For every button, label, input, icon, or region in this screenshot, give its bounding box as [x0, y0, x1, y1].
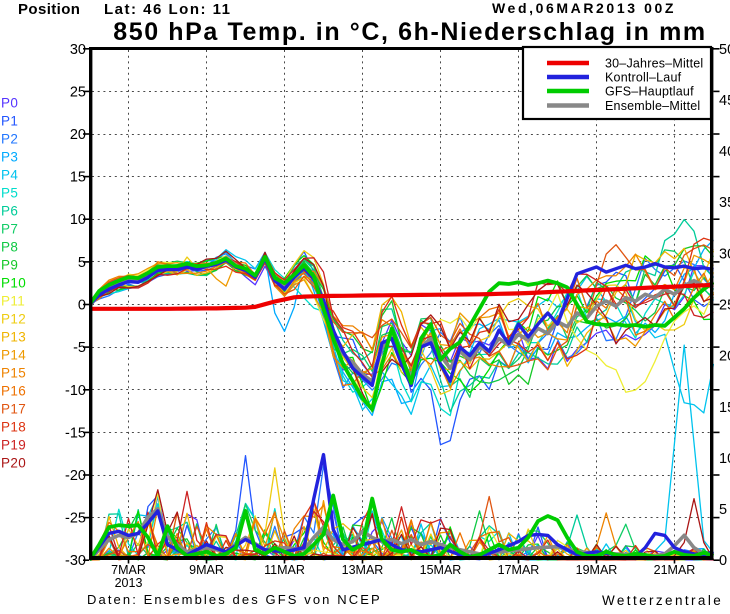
svg-text:17MAR: 17MAR	[498, 563, 540, 577]
svg-text:GFS–Hauptlauf: GFS–Hauptlauf	[605, 85, 694, 99]
svg-text:15MAR: 15MAR	[420, 563, 462, 577]
svg-text:Daten: Ensembles des GFS von N: Daten: Ensembles des GFS von NCEP	[87, 592, 382, 607]
svg-text:25: 25	[719, 298, 730, 314]
svg-text:-15: -15	[65, 425, 86, 441]
svg-text:P15: P15	[1, 366, 26, 381]
svg-text:P7: P7	[1, 222, 18, 237]
svg-text:P18: P18	[1, 420, 26, 435]
svg-text:5: 5	[719, 502, 727, 518]
svg-text:50: 50	[719, 42, 730, 58]
svg-text:Wed,06MAR2013 00Z: Wed,06MAR2013 00Z	[492, 0, 676, 16]
svg-text:-20: -20	[65, 468, 86, 484]
svg-text:30–Jahres–Mittel: 30–Jahres–Mittel	[605, 57, 703, 71]
svg-text:Wetterzentrale: Wetterzentrale	[602, 593, 723, 608]
svg-text:P14: P14	[1, 348, 26, 363]
svg-text:P5: P5	[1, 186, 18, 201]
svg-text:P1: P1	[1, 114, 18, 129]
svg-text:30: 30	[719, 246, 730, 262]
svg-text:30: 30	[70, 42, 86, 58]
svg-text:P3: P3	[1, 150, 18, 165]
svg-text:Kontroll–Lauf: Kontroll–Lauf	[605, 71, 682, 85]
svg-text:21MAR: 21MAR	[654, 563, 696, 577]
svg-text:20: 20	[719, 349, 730, 365]
svg-text:P6: P6	[1, 204, 18, 219]
svg-text:40: 40	[719, 144, 730, 160]
svg-text:P20: P20	[1, 456, 26, 471]
svg-text:P0: P0	[1, 96, 18, 111]
svg-text:Lat: 46 Lon: 11: Lat: 46 Lon: 11	[104, 1, 232, 18]
svg-text:10: 10	[70, 212, 86, 228]
svg-text:P16: P16	[1, 384, 26, 399]
svg-text:P13: P13	[1, 330, 26, 345]
svg-text:-10: -10	[65, 383, 86, 399]
svg-text:P9: P9	[1, 258, 18, 273]
svg-text:15: 15	[70, 170, 86, 186]
svg-text:-30: -30	[65, 553, 86, 569]
svg-text:10: 10	[719, 451, 730, 467]
svg-text:P4: P4	[1, 168, 18, 183]
svg-text:Position: Position	[18, 1, 80, 18]
svg-text:P17: P17	[1, 402, 26, 417]
svg-text:2013: 2013	[115, 576, 143, 590]
svg-text:11MAR: 11MAR	[264, 563, 305, 577]
svg-text:15: 15	[719, 400, 730, 416]
svg-text:9MAR: 9MAR	[189, 563, 224, 577]
svg-text:7MAR: 7MAR	[111, 563, 146, 577]
svg-text:P11: P11	[1, 294, 25, 309]
svg-text:Ensemble–Mittel: Ensemble–Mittel	[605, 99, 700, 113]
svg-text:P8: P8	[1, 240, 18, 255]
svg-text:P2: P2	[1, 132, 18, 147]
svg-text:35: 35	[719, 195, 730, 211]
svg-text:P10: P10	[1, 276, 26, 291]
svg-text:19MAR: 19MAR	[576, 563, 618, 577]
svg-text:-25: -25	[65, 511, 86, 527]
svg-text:P12: P12	[1, 312, 26, 327]
svg-text:850 hPa Temp. in °C, 6h-Nieder: 850 hPa Temp. in °C, 6h-Niederschlag in …	[113, 18, 707, 46]
svg-text:-5: -5	[73, 340, 86, 356]
svg-text:20: 20	[70, 127, 86, 143]
svg-text:45: 45	[719, 93, 730, 109]
svg-text:13MAR: 13MAR	[342, 563, 384, 577]
svg-text:5: 5	[78, 255, 86, 271]
svg-text:25: 25	[70, 84, 86, 100]
svg-text:0: 0	[719, 553, 727, 569]
svg-text:0: 0	[78, 298, 86, 314]
svg-text:P19: P19	[1, 438, 26, 453]
